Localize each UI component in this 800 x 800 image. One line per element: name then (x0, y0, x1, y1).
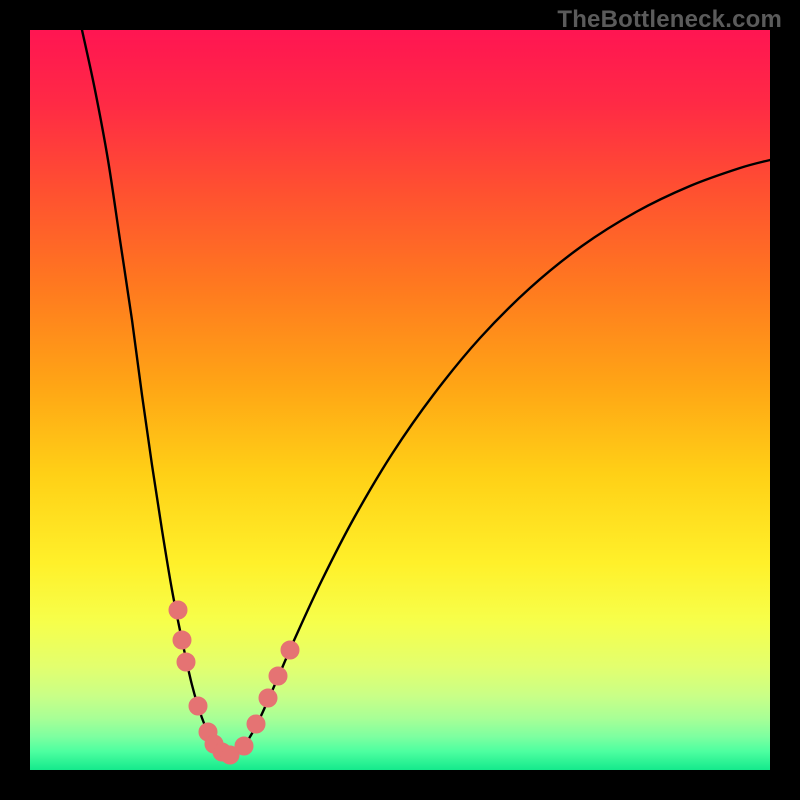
data-marker (247, 715, 265, 733)
gradient-background (30, 30, 770, 770)
data-marker (269, 667, 287, 685)
data-marker (281, 641, 299, 659)
data-marker (259, 689, 277, 707)
bottleneck-curve-chart (0, 0, 800, 800)
data-marker (235, 737, 253, 755)
chart-frame: TheBottleneck.com (0, 0, 800, 800)
data-marker (189, 697, 207, 715)
data-marker (173, 631, 191, 649)
data-marker (169, 601, 187, 619)
data-marker (177, 653, 195, 671)
watermark-text: TheBottleneck.com (557, 6, 782, 34)
